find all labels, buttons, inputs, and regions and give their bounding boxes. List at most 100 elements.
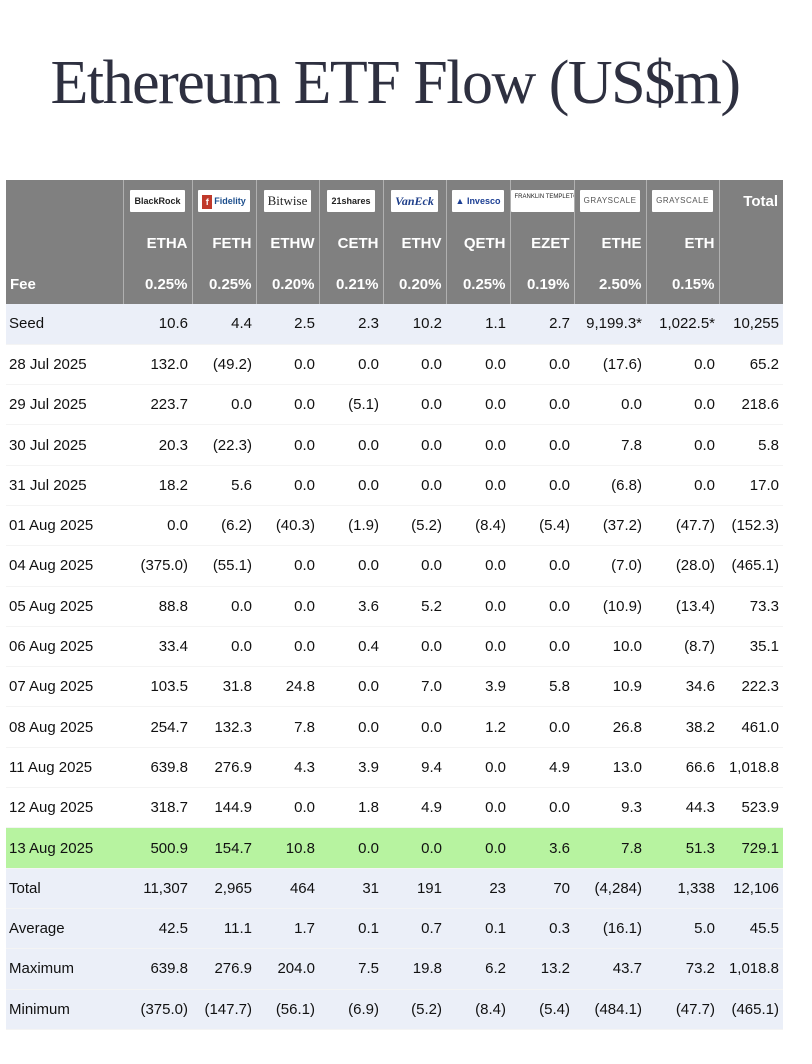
invesco-mark-icon: ▲ xyxy=(455,196,467,206)
flow-cell: 66.6 xyxy=(646,747,719,789)
flow-cell: 639.8 xyxy=(123,948,192,990)
flow-cell: 0.0 xyxy=(256,424,319,466)
flow-cell: (5.4) xyxy=(510,989,574,1030)
flow-cell: (40.3) xyxy=(256,505,319,547)
grayscale-logo: GRAYSCALE xyxy=(652,190,713,212)
flow-cell: 0.0 xyxy=(446,424,510,466)
flow-cell: 9.4 xyxy=(383,747,446,789)
flow-cell: 1,338 xyxy=(646,868,719,909)
blackrock-logo: BlackRock xyxy=(130,190,185,212)
flow-cell: (7.0) xyxy=(574,545,646,587)
fidelity-logo: f Fidelity xyxy=(198,190,250,212)
fee-cell: 0.25% xyxy=(122,264,192,304)
fidelity-logo-text: Fidelity xyxy=(214,196,246,206)
flow-cell: 5.2 xyxy=(383,586,446,627)
flow-cell: 0.0 xyxy=(646,384,719,426)
flow-cell: 23 xyxy=(446,868,510,909)
flow-cell: 204.0 xyxy=(256,948,319,990)
flow-cell: 10.8 xyxy=(256,827,319,869)
row-total-cell: (465.1) xyxy=(719,989,783,1030)
flow-cell: 44.3 xyxy=(646,787,719,829)
flow-cell: 0.0 xyxy=(319,424,383,466)
flow-cell: (17.6) xyxy=(574,344,646,386)
flow-cell: 639.8 xyxy=(123,747,192,789)
ticker-row: ETHA FETH ETHW CETH ETHV QETH EZET ETHE … xyxy=(6,222,783,264)
flow-cell: 1.8 xyxy=(319,787,383,829)
flow-cell: 73.2 xyxy=(646,948,719,990)
flow-cell: 7.5 xyxy=(319,948,383,990)
flow-cell: 9.3 xyxy=(574,787,646,829)
flow-cell: 70 xyxy=(510,868,574,909)
flow-cell: (6.2) xyxy=(192,505,256,547)
flow-cell: (8.7) xyxy=(646,626,719,668)
fee-cell: 0.20% xyxy=(255,264,319,304)
table-row: 12 Aug 2025 318.7 144.9 0.0 1.8 4.9 0.0 0.0 9.3 4… xyxy=(6,787,783,829)
fee-cell: 0.25% xyxy=(191,264,256,304)
flow-cell: (47.7) xyxy=(646,989,719,1030)
flow-cell: 34.6 xyxy=(646,666,719,708)
issuer-cell: FRANKLIN TEMPLETON xyxy=(509,180,574,222)
invesco-logo: ▲ Invesco xyxy=(451,190,505,212)
row-label: 04 Aug 2025 xyxy=(6,545,123,587)
flow-cell: 0.0 xyxy=(446,344,510,386)
bitwise-logo: Bitwise xyxy=(263,190,312,212)
flow-cell: (4,284) xyxy=(574,868,646,909)
flow-cell: (37.2) xyxy=(574,505,646,547)
flow-cell: (375.0) xyxy=(123,545,192,587)
flow-cell: 0.0 xyxy=(256,787,319,829)
page-title: Ethereum ETF Flow (US$m) xyxy=(50,49,742,117)
flow-cell: (1.9) xyxy=(319,505,383,547)
flow-cell: (16.1) xyxy=(574,908,646,950)
ticker-cell: QETH xyxy=(445,222,510,264)
flow-cell: 0.0 xyxy=(446,545,510,587)
issuer-cell: BlackRock xyxy=(122,180,192,222)
row-total-cell: 45.5 xyxy=(719,908,783,950)
row-label: 07 Aug 2025 xyxy=(6,666,123,708)
table-row: 07 Aug 2025 103.5 31.8 24.8 0.0 7.0 3.9 5.8 10.9… xyxy=(6,666,783,708)
flow-cell: 223.7 xyxy=(123,384,192,426)
row-label: 31 Jul 2025 xyxy=(6,465,123,506)
grayscale-logo: GRAYSCALE xyxy=(579,190,641,212)
flow-cell: 0.1 xyxy=(319,908,383,950)
flow-cell: 0.0 xyxy=(383,545,446,587)
flow-cell: 1,022.5* xyxy=(646,304,719,345)
flow-cell: 88.8 xyxy=(123,586,192,627)
table-row: 11 Aug 2025 639.8 276.9 4.3 3.9 9.4 0.0 4.9 13.0… xyxy=(6,747,783,789)
flow-cell: 0.0 xyxy=(319,545,383,587)
flow-cell: 500.9 xyxy=(123,827,192,869)
flow-cell: 6.2 xyxy=(446,948,510,990)
row-total-cell: 1,018.8 xyxy=(719,948,783,990)
table-row: 04 Aug 2025 (375.0) (55.1) 0.0 0.0 0.0 0.0 0.0(… xyxy=(6,545,783,587)
flow-cell: 132.3 xyxy=(192,706,256,748)
flow-cell: 20.3 xyxy=(123,424,192,466)
flow-cell: 3.9 xyxy=(446,666,510,708)
flow-cell: 31 xyxy=(319,868,383,909)
flow-cell: 464 xyxy=(256,868,319,909)
fee-cell: 2.50% xyxy=(573,264,646,304)
ticker-cell: CETH xyxy=(318,222,383,264)
flow-cell: (8.4) xyxy=(446,989,510,1030)
flow-cell: 2.7 xyxy=(510,304,574,345)
flow-cell: 318.7 xyxy=(123,787,192,829)
row-label: 29 Jul 2025 xyxy=(6,384,123,426)
row-total-cell: 1,018.8 xyxy=(719,747,783,789)
flow-cell: 18.2 xyxy=(123,465,192,506)
flow-cell: 2.5 xyxy=(256,304,319,345)
empty-corner-cell xyxy=(6,222,123,264)
flow-cell: 154.7 xyxy=(192,827,256,869)
empty-cell xyxy=(718,222,783,264)
flow-cell: (13.4) xyxy=(646,586,719,627)
flow-cell: 0.0 xyxy=(510,545,574,587)
flow-cell: 5.6 xyxy=(192,465,256,506)
flow-cell: (22.3) xyxy=(192,424,256,466)
flow-cell: 4.4 xyxy=(192,304,256,345)
flow-cell: 0.0 xyxy=(646,344,719,386)
flow-cell: 0.0 xyxy=(510,465,574,506)
flow-cell: 0.0 xyxy=(123,505,192,547)
flow-cell: 7.8 xyxy=(256,706,319,748)
issuer-cell: GRAYSCALE xyxy=(573,180,646,222)
flow-cell: 0.0 xyxy=(319,465,383,506)
flow-cell: 13.2 xyxy=(510,948,574,990)
flow-cell: 0.0 xyxy=(446,787,510,829)
flow-cell: 7.8 xyxy=(574,827,646,869)
